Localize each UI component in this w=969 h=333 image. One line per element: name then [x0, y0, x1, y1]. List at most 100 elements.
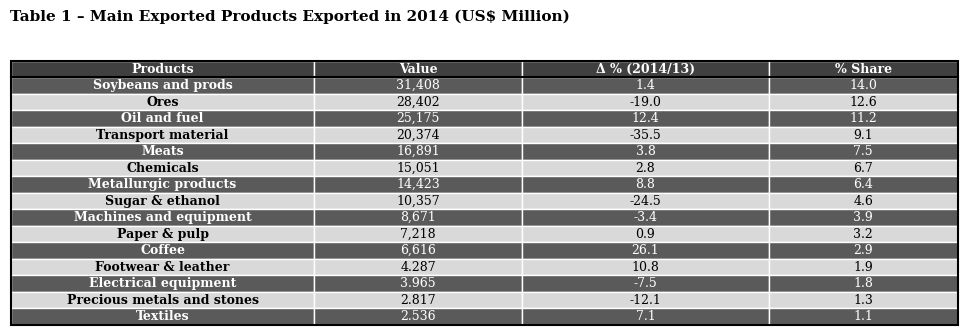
Bar [768, 61, 958, 77]
Text: Textiles: Textiles [136, 310, 189, 323]
Bar [522, 77, 768, 94]
Text: 6.4: 6.4 [854, 178, 873, 191]
Text: -35.5: -35.5 [630, 129, 662, 142]
Text: 26.1: 26.1 [632, 244, 659, 257]
Bar [314, 127, 522, 144]
Bar [768, 193, 958, 209]
Text: 1.1: 1.1 [854, 310, 873, 323]
Bar [768, 127, 958, 144]
Bar [11, 242, 314, 259]
Bar [11, 209, 314, 226]
Bar [314, 308, 522, 325]
Text: -3.4: -3.4 [634, 211, 658, 224]
Bar [522, 259, 768, 275]
Text: 7,218: 7,218 [400, 228, 436, 241]
Text: Meats: Meats [141, 145, 184, 158]
Text: 3.8: 3.8 [636, 145, 655, 158]
Bar [11, 61, 958, 325]
Text: 1.3: 1.3 [854, 294, 873, 307]
Text: Sugar & ethanol: Sugar & ethanol [105, 195, 220, 208]
Text: 10,357: 10,357 [396, 195, 440, 208]
Bar [522, 110, 768, 127]
Bar [522, 292, 768, 308]
Text: 7.1: 7.1 [636, 310, 655, 323]
Bar [768, 308, 958, 325]
Text: Precious metals and stones: Precious metals and stones [67, 294, 259, 307]
Bar [522, 193, 768, 209]
Text: Products: Products [131, 63, 194, 76]
Text: 3.2: 3.2 [854, 228, 873, 241]
Bar [11, 226, 314, 242]
Bar [768, 242, 958, 259]
Bar [522, 226, 768, 242]
Text: 6,616: 6,616 [400, 244, 436, 257]
Text: 15,051: 15,051 [396, 162, 440, 174]
Text: 14.0: 14.0 [849, 79, 877, 92]
Bar [11, 110, 314, 127]
Bar [314, 110, 522, 127]
Bar [522, 176, 768, 193]
Bar [11, 144, 314, 160]
Bar [314, 292, 522, 308]
Bar [768, 226, 958, 242]
Text: 11.2: 11.2 [850, 112, 877, 125]
Bar [314, 144, 522, 160]
Text: 3.965: 3.965 [400, 277, 436, 290]
Text: 20,374: 20,374 [396, 129, 440, 142]
Text: -7.5: -7.5 [634, 277, 657, 290]
Bar [11, 259, 314, 275]
Bar [314, 160, 522, 176]
Text: 2.817: 2.817 [400, 294, 436, 307]
Text: 16,891: 16,891 [396, 145, 440, 158]
Bar [11, 176, 314, 193]
Text: Oil and fuel: Oil and fuel [121, 112, 203, 125]
Text: Metallurgic products: Metallurgic products [88, 178, 236, 191]
Text: 1.8: 1.8 [854, 277, 873, 290]
Bar [11, 77, 314, 94]
Bar [768, 77, 958, 94]
Text: Coffee: Coffee [141, 244, 185, 257]
Text: 25,175: 25,175 [396, 112, 440, 125]
Text: -19.0: -19.0 [630, 96, 662, 109]
Bar [522, 127, 768, 144]
Text: Machines and equipment: Machines and equipment [74, 211, 251, 224]
Text: -24.5: -24.5 [630, 195, 662, 208]
Text: Chemicals: Chemicals [126, 162, 199, 174]
Bar [768, 259, 958, 275]
Text: 8.8: 8.8 [636, 178, 655, 191]
Bar [522, 61, 768, 77]
Text: 4.287: 4.287 [400, 261, 436, 274]
Text: 12.6: 12.6 [850, 96, 877, 109]
Text: 8,671: 8,671 [400, 211, 436, 224]
Bar [522, 275, 768, 292]
Bar [768, 176, 958, 193]
Bar [768, 94, 958, 110]
Bar [314, 94, 522, 110]
Bar [522, 94, 768, 110]
Bar [11, 160, 314, 176]
Text: % Share: % Share [834, 63, 891, 76]
Bar [11, 193, 314, 209]
Text: 28,402: 28,402 [396, 96, 440, 109]
Bar [522, 160, 768, 176]
Text: Transport material: Transport material [96, 129, 229, 142]
Text: 7.5: 7.5 [854, 145, 873, 158]
Bar [314, 242, 522, 259]
Bar [768, 209, 958, 226]
Text: 10.8: 10.8 [632, 261, 660, 274]
Text: 1.4: 1.4 [636, 79, 655, 92]
Text: Ores: Ores [146, 96, 179, 109]
Bar [11, 94, 314, 110]
Bar [522, 144, 768, 160]
Bar [11, 308, 314, 325]
Text: 2.8: 2.8 [636, 162, 655, 174]
Text: 3.9: 3.9 [854, 211, 873, 224]
Text: 4.6: 4.6 [854, 195, 873, 208]
Bar [522, 308, 768, 325]
Bar [768, 160, 958, 176]
Text: Δ % (2014/13): Δ % (2014/13) [596, 63, 695, 76]
Text: 12.4: 12.4 [632, 112, 659, 125]
Bar [11, 292, 314, 308]
Text: Table 1 – Main Exported Products Exported in 2014 (US$ Million): Table 1 – Main Exported Products Exporte… [10, 10, 570, 24]
Bar [11, 275, 314, 292]
